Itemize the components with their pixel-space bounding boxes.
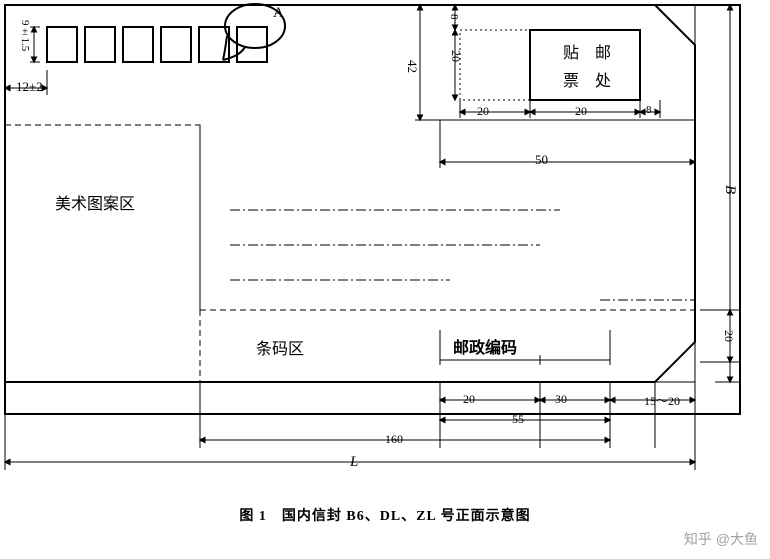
- dim-left-margin: 12±2: [16, 79, 43, 95]
- figure-caption: 图 1 国内信封 B6、DL、ZL 号正面示意图: [0, 505, 770, 525]
- dim-bar20: 20: [721, 330, 736, 342]
- barcode-area-label: 条码区: [256, 335, 304, 359]
- stamp-box-text: 贴 邮 票 处: [550, 40, 624, 96]
- stamp-line1: 贴 邮: [550, 40, 624, 68]
- dim-stamp-w1: 20: [477, 104, 489, 119]
- dim-stamp-top: 8: [448, 14, 460, 20]
- callout-label: A: [273, 5, 284, 22]
- dim-L: L: [350, 454, 358, 471]
- dim-55: 55: [512, 412, 524, 427]
- dim-B: B: [721, 185, 738, 194]
- dim-50: 50: [535, 152, 548, 168]
- dim-160: 160: [385, 432, 403, 447]
- dim-stamp-left: 20: [448, 50, 463, 62]
- art-area-label: 美术图案区: [55, 190, 135, 214]
- dim-stamp-r: 8: [646, 104, 652, 116]
- watermark: 知乎 @大鱼: [684, 529, 758, 549]
- dim-box-height: 9±1.5: [19, 20, 31, 51]
- dim-bot20: 20: [463, 392, 475, 407]
- dim-42: 42: [404, 60, 420, 73]
- postal-code-label: 邮政编码: [453, 334, 517, 358]
- dim-bot-cut: 15～20: [644, 392, 680, 409]
- dim-bot30: 30: [555, 392, 567, 407]
- stamp-line2: 票 处: [550, 68, 624, 96]
- dim-stamp-w2: 20: [575, 104, 587, 119]
